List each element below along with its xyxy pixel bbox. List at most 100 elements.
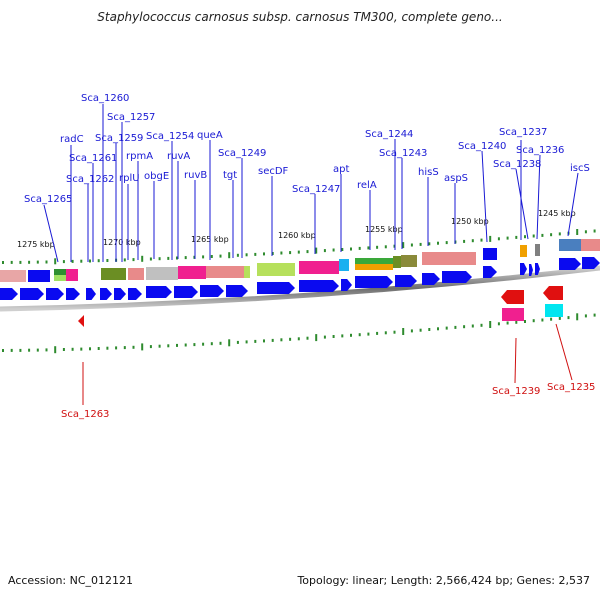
gene-label-sca-1238[interactable]: Sca_1238 bbox=[493, 159, 541, 170]
gene-label-sca-1263[interactable]: Sca_1263 bbox=[61, 409, 109, 420]
reverse-gene-arrow[interactable] bbox=[543, 286, 563, 300]
gene-label-sca-1237[interactable]: Sca_1237 bbox=[499, 127, 547, 138]
forward-gene-arrow[interactable] bbox=[226, 285, 248, 297]
forward-gene-arrow[interactable] bbox=[299, 280, 339, 292]
gene-label-sca-1254[interactable]: Sca_1254 bbox=[146, 131, 194, 142]
scale-tick bbox=[36, 260, 39, 264]
gene-label-sca-1239[interactable]: Sca_1239 bbox=[492, 386, 540, 397]
gene-label-sca-1236[interactable]: Sca_1236 bbox=[516, 145, 564, 156]
scale-tick bbox=[541, 318, 544, 322]
forward-gene-arrow[interactable] bbox=[0, 288, 18, 300]
forward-gene-arrow[interactable] bbox=[483, 266, 497, 278]
gene-label-tgt[interactable]: tgt bbox=[223, 170, 237, 181]
gene-label-sca-1265[interactable]: Sca_1265 bbox=[24, 194, 72, 205]
gene-label-sca-1257[interactable]: Sca_1257 bbox=[107, 112, 155, 123]
gene-label-sca-1262[interactable]: Sca_1262 bbox=[66, 174, 114, 185]
gene-label-sca-1240[interactable]: Sca_1240 bbox=[458, 141, 506, 152]
gene-label-iscs[interactable]: iscS bbox=[570, 163, 590, 174]
forward-gene-arrow[interactable] bbox=[114, 288, 126, 300]
forward-gene-arrow[interactable] bbox=[100, 288, 112, 300]
forward-gene-arrow[interactable] bbox=[174, 286, 198, 298]
forward-gene-arrow[interactable] bbox=[442, 271, 472, 283]
gene-label-rela[interactable]: relA bbox=[357, 180, 377, 191]
gene-label-obge[interactable]: obgE bbox=[144, 171, 169, 182]
forward-leader-lines bbox=[43, 104, 579, 263]
gene-label-sca-1249[interactable]: Sca_1249 bbox=[218, 148, 266, 159]
forward-gene-arrow[interactable] bbox=[257, 282, 295, 294]
forward-gene-arrow[interactable] bbox=[582, 257, 600, 269]
gene-label-rpma[interactable]: rpmA bbox=[126, 151, 153, 162]
scale-tick bbox=[567, 316, 570, 320]
gene-label-sca-1235[interactable]: Sca_1235 bbox=[547, 382, 595, 393]
scale-tick bbox=[306, 336, 309, 340]
scale-tick bbox=[45, 260, 48, 264]
scale-tick bbox=[297, 250, 300, 254]
scale-tick bbox=[584, 230, 587, 234]
scale-tick bbox=[480, 323, 483, 327]
scale-tick bbox=[210, 342, 213, 346]
gene-label-ruva[interactable]: ruvA bbox=[167, 151, 190, 162]
scale-tick bbox=[19, 260, 22, 264]
forward-gene-arrow[interactable] bbox=[200, 285, 224, 297]
forward-gene-arrow[interactable] bbox=[355, 276, 393, 288]
forward-gene-arrow[interactable] bbox=[529, 264, 533, 276]
forward-gene-arrow[interactable] bbox=[535, 263, 540, 275]
scale-tick bbox=[106, 259, 109, 262]
scale-tick bbox=[62, 260, 65, 264]
scale-label: 1275 kbp bbox=[17, 240, 55, 249]
scale-tick bbox=[341, 334, 344, 338]
scale-tick bbox=[576, 313, 579, 321]
forward-gene-arrow[interactable] bbox=[66, 288, 80, 300]
reverse-gene-arrow[interactable] bbox=[78, 315, 84, 327]
scale-tick bbox=[471, 239, 474, 243]
gene-label-sca-1243[interactable]: Sca_1243 bbox=[379, 148, 427, 159]
scale-tick bbox=[228, 252, 231, 259]
gene-label-secdf[interactable]: secDF bbox=[258, 166, 289, 177]
forward-gene-arrow[interactable] bbox=[46, 288, 64, 300]
gene-label-asps[interactable]: aspS bbox=[444, 173, 468, 184]
scale-tick bbox=[428, 328, 431, 331]
gene-label-sca-1259[interactable]: Sca_1259 bbox=[95, 133, 143, 144]
gene-label-rplu[interactable]: rplU bbox=[119, 173, 140, 184]
scale-tick bbox=[106, 346, 109, 350]
scale-tick bbox=[454, 325, 457, 329]
chromosome-backbone bbox=[0, 265, 600, 312]
gene-label-ruvb[interactable]: ruvB bbox=[184, 170, 207, 181]
scale-tick bbox=[445, 241, 448, 245]
gene-label-radc[interactable]: radC bbox=[60, 134, 84, 145]
forward-gene-arrow[interactable] bbox=[20, 288, 44, 300]
gene-label-sca-1244[interactable]: Sca_1244 bbox=[365, 129, 413, 140]
scale-tick bbox=[219, 341, 222, 345]
scale-tick bbox=[558, 232, 561, 236]
scale-tick bbox=[593, 229, 596, 233]
forward-gene-arrow[interactable] bbox=[422, 273, 440, 285]
scale-tick bbox=[115, 346, 118, 350]
scale-tick bbox=[445, 326, 448, 330]
scale-tick bbox=[315, 334, 318, 342]
scale-tick bbox=[471, 324, 474, 328]
gene-label-quea[interactable]: queA bbox=[197, 130, 223, 141]
forward-gene-arrow[interactable] bbox=[520, 263, 527, 275]
scale-tick bbox=[402, 328, 405, 335]
scale-tick bbox=[376, 331, 379, 335]
forward-gene-arrow[interactable] bbox=[86, 288, 96, 300]
forward-gene-arrow[interactable] bbox=[395, 275, 417, 287]
scale-tick bbox=[367, 246, 370, 250]
forward-gene-arrow[interactable] bbox=[146, 286, 172, 298]
gene-label-apt[interactable]: apt bbox=[333, 164, 349, 175]
scale-tick bbox=[297, 337, 300, 341]
scale-tick bbox=[28, 348, 31, 352]
gene-label-sca-1261[interactable]: Sca_1261 bbox=[69, 153, 117, 164]
scale-tick bbox=[323, 335, 326, 339]
reverse-gene-arrow[interactable] bbox=[501, 290, 524, 304]
gene-label-hiss[interactable]: hisS bbox=[418, 167, 439, 178]
gene-label-sca-1260[interactable]: Sca_1260 bbox=[81, 93, 129, 104]
gene-label-sca-1247[interactable]: Sca_1247 bbox=[292, 184, 340, 195]
scale-tick bbox=[263, 339, 265, 343]
scale-tick bbox=[506, 236, 509, 240]
forward-gene-arrow[interactable] bbox=[559, 258, 581, 270]
forward-gene-arrow[interactable] bbox=[341, 279, 352, 291]
scale-tick bbox=[358, 246, 361, 250]
forward-gene-arrow[interactable] bbox=[128, 288, 142, 300]
scale-tick bbox=[289, 337, 292, 341]
